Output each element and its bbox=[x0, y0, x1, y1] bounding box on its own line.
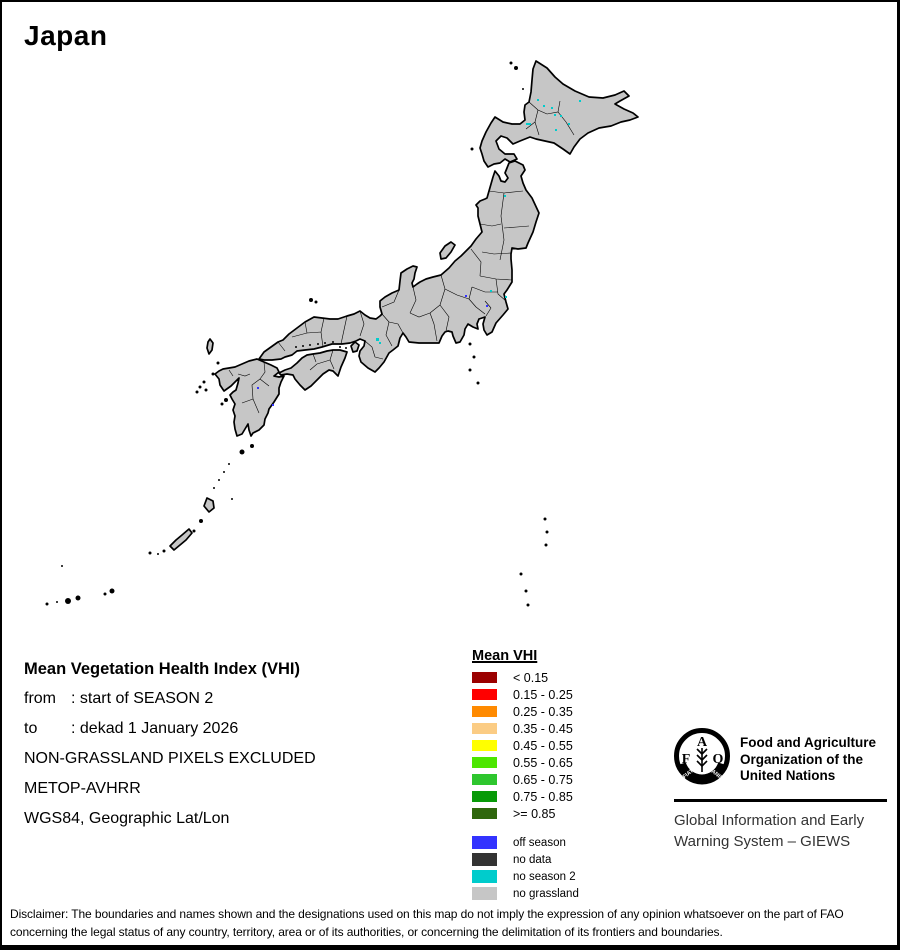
to-label: to bbox=[24, 720, 38, 737]
legend-label: < 0.15 bbox=[513, 670, 549, 685]
legend-label: 0.35 - 0.45 bbox=[513, 721, 573, 736]
to-row: to : dekad 1 January 2026 bbox=[24, 714, 464, 744]
legend-label: no season 2 bbox=[513, 870, 576, 883]
fao-org-line: Food and Agriculture bbox=[740, 735, 876, 750]
legend-swatch bbox=[472, 808, 497, 819]
legend-swatch bbox=[472, 740, 497, 751]
legend-label: no data bbox=[513, 853, 552, 866]
kyushu bbox=[214, 358, 285, 437]
giews-line: Global Information and Early bbox=[674, 812, 865, 829]
honshu bbox=[258, 160, 540, 373]
legend-swatch bbox=[472, 723, 497, 734]
legend-swatch bbox=[472, 774, 497, 785]
japan-map bbox=[45, 60, 639, 607]
fao-header: A F O FIAT PANIS Food and Agriculture Or… bbox=[674, 726, 887, 788]
amami-island bbox=[203, 497, 215, 513]
legend-extra-classes: off season no data no season 2 no grassland bbox=[472, 836, 672, 900]
small-islands bbox=[45, 61, 549, 607]
no-season2-pixels bbox=[376, 99, 581, 344]
legend-swatch bbox=[472, 887, 497, 900]
awaji-island bbox=[350, 341, 360, 353]
legend-label: 0.15 - 0.25 bbox=[513, 687, 573, 702]
off-season-pixels bbox=[257, 295, 488, 406]
legend-label: 0.55 - 0.65 bbox=[513, 755, 573, 770]
from-value: : start of SEASON 2 bbox=[71, 690, 214, 707]
legend-item: 0.75 - 0.85 bbox=[472, 789, 672, 804]
legend-item: < 0.15 bbox=[472, 670, 672, 685]
from-row: from : start of SEASON 2 bbox=[24, 684, 464, 714]
legend-item: 0.65 - 0.75 bbox=[472, 772, 672, 787]
legend-swatch bbox=[472, 689, 497, 700]
map-info-heading: Mean Vegetation Health Index (VHI) bbox=[24, 660, 300, 678]
legend-swatch bbox=[472, 853, 497, 866]
fao-org-line: United Nations bbox=[740, 768, 836, 783]
fao-logo-icon: A F O FIAT PANIS bbox=[674, 728, 730, 785]
legend-swatch bbox=[472, 757, 497, 768]
sado-island bbox=[439, 241, 456, 260]
legend-classes: < 0.15 0.15 - 0.25 0.25 - 0.35 0.35 - 0.45 0… bbox=[472, 670, 672, 821]
disclaimer-line-2: concerning the legal status of any count… bbox=[10, 925, 723, 939]
legend-item: off season bbox=[472, 836, 672, 849]
legend-title: Mean VHI bbox=[472, 648, 538, 664]
legend-item: 0.45 - 0.55 bbox=[472, 738, 672, 753]
legend-label: 0.65 - 0.75 bbox=[513, 772, 573, 787]
legend-item: 0.35 - 0.45 bbox=[472, 721, 672, 736]
legend-item: 0.15 - 0.25 bbox=[472, 687, 672, 702]
disclaimer-line-1: Disclaimer: The boundaries and names sho… bbox=[10, 907, 844, 921]
map-info-block: Mean Vegetation Health Index (VHI) from:… bbox=[24, 654, 464, 834]
legend-item: 0.55 - 0.65 bbox=[472, 755, 672, 770]
legend-item: no data bbox=[472, 853, 672, 866]
legend-swatch bbox=[472, 791, 497, 802]
legend-label: 0.75 - 0.85 bbox=[513, 789, 573, 804]
giews-line: Warning System – GIEWS bbox=[674, 832, 851, 850]
page-title: Japan bbox=[24, 20, 108, 51]
legend-label: no grassland bbox=[513, 887, 579, 900]
legend-swatch bbox=[472, 706, 497, 717]
fao-org-name: Food and Agriculture Organization of the… bbox=[740, 726, 876, 785]
fao-block: A F O FIAT PANIS Food and Agriculture Or… bbox=[674, 726, 887, 852]
okinawa-island bbox=[169, 528, 193, 551]
legend-label: >= 0.85 bbox=[513, 806, 556, 821]
sensor-name: METOP-AVHRR bbox=[24, 780, 141, 797]
legend-item: no season 2 bbox=[472, 870, 672, 883]
legend-item: no grassland bbox=[472, 887, 672, 900]
legend-label: 0.45 - 0.55 bbox=[513, 738, 573, 753]
legend-label: off season bbox=[513, 836, 566, 849]
legend-swatch bbox=[472, 870, 497, 883]
fao-org-line: Organization of the bbox=[740, 751, 863, 767]
legend-swatch bbox=[472, 672, 497, 683]
legend-swatch bbox=[472, 836, 497, 849]
tsushima-island bbox=[206, 338, 214, 355]
legend-item: >= 0.85 bbox=[472, 806, 672, 821]
landmass-group bbox=[169, 60, 639, 551]
from-label: from bbox=[24, 690, 56, 707]
legend-item: 0.25 - 0.35 bbox=[472, 704, 672, 719]
pixels-excluded-note: NON-GRASSLAND PIXELS EXCLUDED bbox=[24, 750, 316, 767]
legend: Mean VHI < 0.15 0.15 - 0.25 0.25 - 0.35 0.3… bbox=[472, 647, 672, 904]
disclaimer-text: Disclaimer: The boundaries and names sho… bbox=[10, 905, 894, 941]
svg-text:O: O bbox=[713, 752, 724, 767]
to-value: : dekad 1 January 2026 bbox=[71, 720, 239, 737]
svg-text:A: A bbox=[697, 735, 708, 750]
legend-label: 0.25 - 0.35 bbox=[513, 704, 573, 719]
prefecture-boundaries bbox=[228, 100, 575, 414]
svg-text:F: F bbox=[682, 752, 691, 767]
fao-separator bbox=[674, 799, 887, 802]
projection-name: WGS84, Geographic Lat/Lon bbox=[24, 810, 230, 827]
hokkaido bbox=[479, 60, 639, 168]
giews-caption: Global Information and Early Warning Sys… bbox=[674, 811, 887, 852]
